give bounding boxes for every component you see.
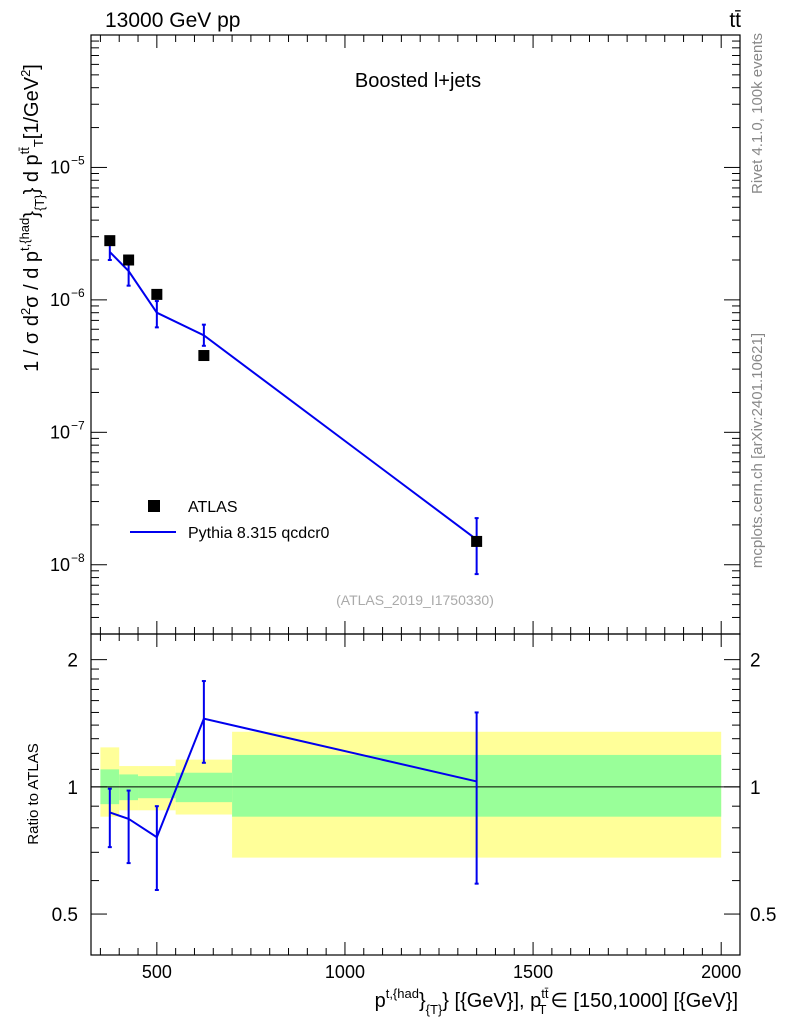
ratio-axis-ticks: 0.5 0.5 1 1 2 2 xyxy=(52,634,776,955)
data-point xyxy=(104,235,116,247)
y-tick-label-ratio: 2 xyxy=(67,651,78,672)
y-tick-label-main: 10 xyxy=(50,290,70,310)
y-tick-exp-main: −6 xyxy=(71,286,85,300)
y-tick-exp-main: −5 xyxy=(71,153,85,167)
x-tick-label: 1500 xyxy=(513,962,553,982)
mcplots-label: mcplots.cern.ch [arXiv:2401.10621] xyxy=(749,333,766,568)
main-axis-ticks: 10−810−710−610−5 xyxy=(50,34,741,635)
mc-line xyxy=(109,251,478,541)
y-tick-label-ratio: 0.5 xyxy=(52,905,78,926)
y-tick-label-ratio-right: 0.5 xyxy=(750,905,776,926)
main-ylabel: 1 / σ d2σ / d pt,{had}{T}} d ptt̄T[1/GeV… xyxy=(17,64,47,372)
legend-atlas-label: ATLAS xyxy=(188,499,238,516)
main-plot-frame xyxy=(90,34,741,635)
ratio-bands xyxy=(100,731,722,858)
data-point xyxy=(471,535,483,547)
band-green xyxy=(175,772,233,803)
y-tick-label-main: 10 xyxy=(50,555,70,575)
y-tick-label-ratio-right: 2 xyxy=(750,651,761,672)
y-tick-label-ratio-right: 1 xyxy=(750,778,761,799)
x-tick-labels: 500 1000 1500 2000 xyxy=(142,962,741,982)
x-tick-label: 2000 xyxy=(701,962,741,982)
ratio-ylabel: Ratio to ATLAS xyxy=(25,743,42,844)
rivet-label: Rivet 4.1.0, 100k events xyxy=(749,33,766,194)
header-right: tt̄ xyxy=(729,9,741,32)
y-tick-exp-main: −8 xyxy=(71,551,85,565)
ratio-series xyxy=(91,680,740,892)
x-tick-label: 500 xyxy=(142,962,172,982)
ratio-plot-frame xyxy=(90,633,741,956)
data-point xyxy=(198,350,210,362)
x-tick-label: 1000 xyxy=(325,962,365,982)
legend-mc-label: Pythia 8.315 qcdcr0 xyxy=(188,525,330,542)
data-point xyxy=(151,288,163,300)
chart-title: Boosted l+jets xyxy=(355,70,481,92)
watermark: (ATLAS_2019_I1750330) xyxy=(336,592,494,608)
data-point xyxy=(123,254,135,266)
y-tick-label-main: 10 xyxy=(50,422,70,442)
y-tick-label-ratio: 1 xyxy=(67,778,78,799)
main-series xyxy=(104,235,483,576)
legend-atlas-marker xyxy=(148,500,160,512)
y-tick-label-main: 10 xyxy=(50,157,70,177)
header-left: 13000 GeV pp xyxy=(105,9,240,32)
y-tick-exp-main: −7 xyxy=(71,418,85,432)
xlabel: pt,{had}{T}} [{GeV}], ptt̄ T ∈ [150,1000] … xyxy=(375,986,738,1017)
